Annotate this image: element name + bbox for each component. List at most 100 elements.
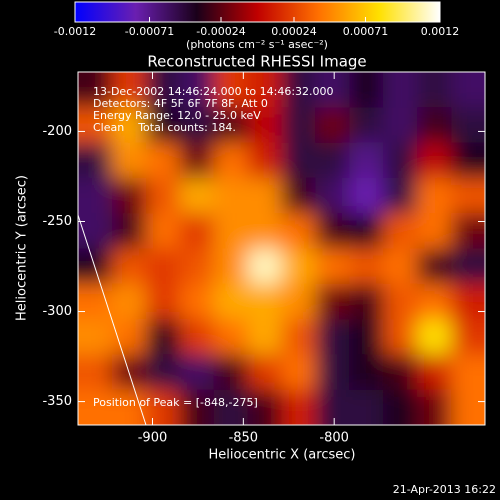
heat-cell: [179, 107, 215, 144]
heat-cell: [417, 213, 452, 249]
heat-cell: [349, 319, 384, 355]
colorbar-tick-label: 0.00024: [271, 25, 317, 38]
heat-cell: [383, 213, 418, 249]
colorbar-tick-label: -0.00024: [196, 25, 245, 38]
heat-cell: [145, 142, 181, 179]
heat-cell: [315, 319, 350, 355]
heat-cell: [78, 142, 113, 179]
heat-cell: [383, 248, 418, 285]
heat-cell: [78, 177, 113, 214]
heat-cell: [383, 177, 418, 214]
heat-cell: [281, 389, 316, 425]
heat-cell: [111, 248, 147, 285]
heat-cell: [281, 354, 316, 391]
heat-cell: [315, 142, 350, 179]
colorbar-tick-label: -0.00071: [125, 25, 174, 38]
heat-cell: [213, 389, 249, 425]
heat-cell: [281, 283, 316, 320]
heat-cell: [145, 107, 181, 144]
heat-cell: [417, 319, 452, 355]
heat-cell: [78, 389, 113, 425]
image-area: [78, 72, 485, 425]
heat-cell: [179, 177, 215, 214]
heat-cell: [451, 354, 485, 391]
heat-cell: [417, 248, 452, 285]
heat-cell: [145, 283, 181, 320]
heat-cell: [213, 142, 249, 179]
colorbar-tick-label: 0.0012: [421, 25, 460, 38]
heat-cell: [179, 72, 215, 108]
heat-cell: [349, 248, 384, 285]
heat-cell: [349, 177, 384, 214]
colorbar-tick-label: 0.00071: [343, 25, 389, 38]
heat-cell: [451, 142, 485, 179]
heat-cell: [179, 354, 215, 391]
heat-cell: [213, 283, 249, 320]
heat-cell: [145, 354, 181, 391]
y-axis-label: Heliocentric Y (arcsec): [15, 175, 30, 321]
heat-cell: [247, 142, 282, 179]
heat-cell: [281, 213, 316, 249]
heat-cell: [213, 319, 249, 355]
heat-cell: [417, 354, 452, 391]
heat-cell: [247, 177, 282, 214]
heat-cell: [349, 354, 384, 391]
y-tick-label: -200: [42, 124, 72, 139]
heat-cell: [213, 72, 249, 108]
heat-cell: [281, 142, 316, 179]
heat-cell: [213, 248, 249, 285]
plot-frame: [77, 71, 486, 426]
heat-cell: [78, 107, 113, 144]
heat-cell: [281, 177, 316, 214]
x-axis-label: Heliocentric X (arcsec): [209, 448, 356, 463]
heat-cell: [111, 177, 147, 214]
heat-cell: [315, 72, 350, 108]
heat-cell: [349, 283, 384, 320]
annotation: Energy Range: 12.0 - 25.0 keV: [93, 109, 261, 122]
heat-cell: [383, 354, 418, 391]
heat-cell: [349, 389, 384, 425]
heat-cell: [417, 177, 452, 214]
heat-cell: [417, 107, 452, 144]
heat-cell: [78, 354, 113, 391]
heat-cell: [179, 389, 215, 425]
heat-cell: [213, 213, 249, 249]
footer: 21-Apr-2013 16:22: [393, 483, 496, 496]
heat-cell: [451, 72, 485, 108]
y-tick-label: -250: [42, 214, 72, 229]
heat-cell: [383, 319, 418, 355]
heat-cell: [213, 354, 249, 391]
heat-cell: [247, 389, 282, 425]
heat-cell: [281, 319, 316, 355]
y-tick-label: -300: [42, 304, 72, 319]
chart-title: Reconstructed RHESSI Image: [147, 53, 366, 71]
heat-cell: [315, 389, 350, 425]
heat-cell: [315, 107, 350, 144]
heat-cell: [417, 389, 452, 425]
x-tick-label: -900: [138, 431, 168, 446]
heat-cell: [111, 142, 147, 179]
heat-cell: [451, 177, 485, 214]
heat-cell: [111, 72, 147, 108]
heat-cell: [417, 72, 452, 108]
heat-cell: [247, 354, 282, 391]
heat-cell: [247, 283, 282, 320]
peak-label: Position of Peak = [-848,-275]: [93, 396, 258, 409]
heat-cell: [179, 248, 215, 285]
heat-cell: [383, 72, 418, 108]
heat-cell: [451, 389, 485, 425]
heat-cell: [111, 213, 147, 249]
heat-cell: [451, 283, 485, 320]
heat-cell: [247, 72, 282, 108]
heat-cell: [349, 107, 384, 144]
heat-cell: [315, 177, 350, 214]
heat-cell: [145, 213, 181, 249]
heat-cell: [281, 248, 316, 285]
heat-cell: [315, 354, 350, 391]
heat-cell: [451, 319, 485, 355]
heat-cell: [145, 72, 181, 108]
limb-line: [77, 214, 147, 426]
heat-cell: [417, 142, 452, 179]
heat-cell: [145, 248, 181, 285]
